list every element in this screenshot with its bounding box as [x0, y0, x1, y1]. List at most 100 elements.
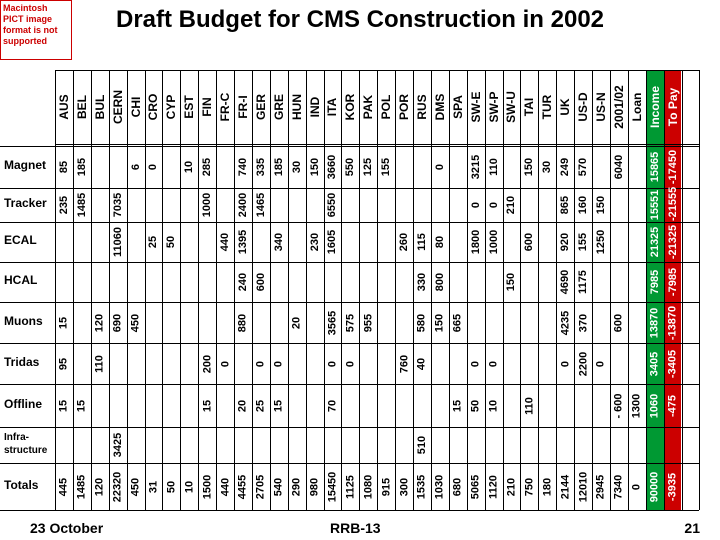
cell-magnet-us-d: 570 — [577, 157, 590, 177]
column-divider — [538, 70, 540, 510]
cell-tridas-ger: 0 — [254, 360, 267, 367]
cell-tridas-sw-e: 0 — [469, 360, 482, 367]
row-label-hcal: HCAL — [4, 273, 38, 287]
cell-ecal-cern: 11060 — [111, 227, 124, 257]
cell-magnet-2002-03: -585 — [684, 155, 697, 179]
column-header-2001-02: 2001/02 — [611, 85, 626, 129]
to-pay-band — [663, 70, 682, 510]
cell-totals-cro: 31 — [147, 480, 160, 493]
column-divider — [556, 70, 558, 510]
cell-totals-fr-c: 440 — [219, 477, 232, 496]
column-divider — [162, 70, 164, 510]
column-header-us-n: US-N — [593, 92, 608, 122]
cell-tracker-sw-p: 0 — [487, 201, 500, 209]
column-header-pol: POL — [379, 94, 394, 120]
cell-magnet-dms: 0 — [433, 163, 446, 171]
cell-ecal-fr-i: 1395 — [236, 229, 249, 255]
cell-ecal-to-pay: -21325 — [666, 224, 679, 260]
cell-totals-cyp: 50 — [165, 480, 178, 493]
cell-muons-rus: 580 — [415, 313, 428, 332]
cell-totals-ind: 980 — [308, 477, 321, 496]
cell-hcal-to-pay: -7985 — [666, 267, 679, 297]
row-label-ecal: ECAL — [4, 233, 37, 247]
cell-totals-ger: 2705 — [254, 474, 267, 499]
column-divider — [681, 70, 683, 510]
column-divider — [144, 70, 146, 510]
column-divider — [627, 70, 629, 510]
cell-totals-bel: 1485 — [75, 474, 88, 499]
column-divider — [359, 70, 361, 510]
cell-totals-sw-u: 210 — [505, 477, 518, 496]
cell-ecal-cro: 25 — [147, 235, 160, 249]
cell-totals-to-pay: -3935 — [666, 472, 679, 501]
column-header-ita: ITA — [325, 97, 340, 117]
cell-tridas-bul: 110 — [93, 354, 106, 373]
cell-offline-loan: 1300 — [630, 393, 643, 418]
cell-magnet-sw-e: 3215 — [469, 154, 482, 180]
cell-totals-fr-i: 4455 — [236, 474, 249, 499]
row-label-tridas: Tridas — [4, 354, 40, 369]
column-header-fin: FIN — [200, 97, 215, 117]
column-header-income: Income — [647, 86, 662, 129]
column-divider — [413, 70, 414, 510]
cell-tracker-to-pay: -21555 — [666, 186, 679, 221]
cell-ecal-us-n: 1250 — [594, 229, 607, 255]
cell-hcal-sw-u: 150 — [505, 272, 518, 292]
column-header-bel: BEL — [74, 95, 89, 119]
cell-infra-structure-cern: 3425 — [111, 432, 124, 458]
cell-offline-sw-p: 10 — [487, 399, 500, 412]
column-divider — [287, 70, 289, 510]
cell-totals-por: 300 — [398, 477, 411, 496]
row-label-magnet: Magnet — [4, 158, 46, 172]
column-header-cyp: CYP — [164, 94, 179, 120]
column-header-rus: RUS — [414, 94, 429, 120]
row-divider — [0, 384, 700, 385]
column-header-bul: BUL — [92, 94, 107, 120]
cell-offline-aus: 15 — [57, 399, 70, 412]
cell-tridas-fin: 200 — [201, 354, 214, 373]
row-label-offline: Offline — [4, 396, 42, 411]
row-label-tracker: Tracker — [4, 196, 47, 210]
column-divider — [395, 70, 397, 510]
column-header-cro: CRO — [146, 93, 161, 121]
cell-totals-loan: 0 — [630, 483, 643, 490]
cell-totals-us-d: 12010 — [577, 471, 590, 502]
column-divider — [55, 70, 56, 510]
row-divider — [0, 302, 700, 303]
column-divider — [466, 70, 468, 510]
cell-magnet-fin: 285 — [201, 157, 214, 177]
column-divider — [448, 70, 450, 510]
column-divider — [72, 70, 74, 510]
cell-hcal-dms: 800 — [433, 272, 446, 292]
cell-magnet-2001-02: 6040 — [612, 154, 625, 180]
cell-tridas-us-d: 2200 — [577, 351, 590, 376]
cell-offline-tai: 110 — [523, 396, 536, 415]
cell-muons-spa: 665 — [451, 313, 464, 332]
cell-hcal-fr-i: 240 — [236, 272, 249, 292]
cell-totals-uk: 2144 — [559, 474, 572, 499]
cell-offline-ita: 70 — [326, 399, 339, 412]
cell-offline-gre: 15 — [272, 399, 285, 412]
cell-totals-cern: 22320 — [111, 471, 124, 502]
column-divider — [341, 70, 343, 510]
column-divider — [574, 70, 576, 510]
cell-hcal-uk: 4690 — [559, 269, 572, 295]
cell-muons-bul: 120 — [93, 313, 106, 332]
cell-magnet-aus: 85 — [57, 160, 70, 174]
cell-muons-kor: 575 — [344, 313, 357, 332]
cell-totals-ita: 15450 — [326, 471, 339, 502]
cell-tracker-sw-u: 210 — [505, 195, 518, 215]
cell-muons-chi: 450 — [129, 313, 142, 332]
footer-date: 23 October — [30, 520, 104, 536]
column-header-chi: CHI — [128, 96, 143, 118]
column-header-est: EST — [182, 95, 197, 119]
cell-hcal-us-d: 1175 — [577, 270, 590, 294]
column-divider — [198, 70, 200, 510]
cell-totals-dms: 1030 — [433, 474, 446, 499]
cell-muons-uk: 4235 — [559, 310, 572, 335]
cell-totals-spa: 680 — [451, 477, 464, 496]
row-label-infra-structure: Infra-structure — [4, 432, 48, 456]
cell-totals-us-n: 2945 — [594, 474, 607, 499]
column-divider — [180, 70, 182, 510]
